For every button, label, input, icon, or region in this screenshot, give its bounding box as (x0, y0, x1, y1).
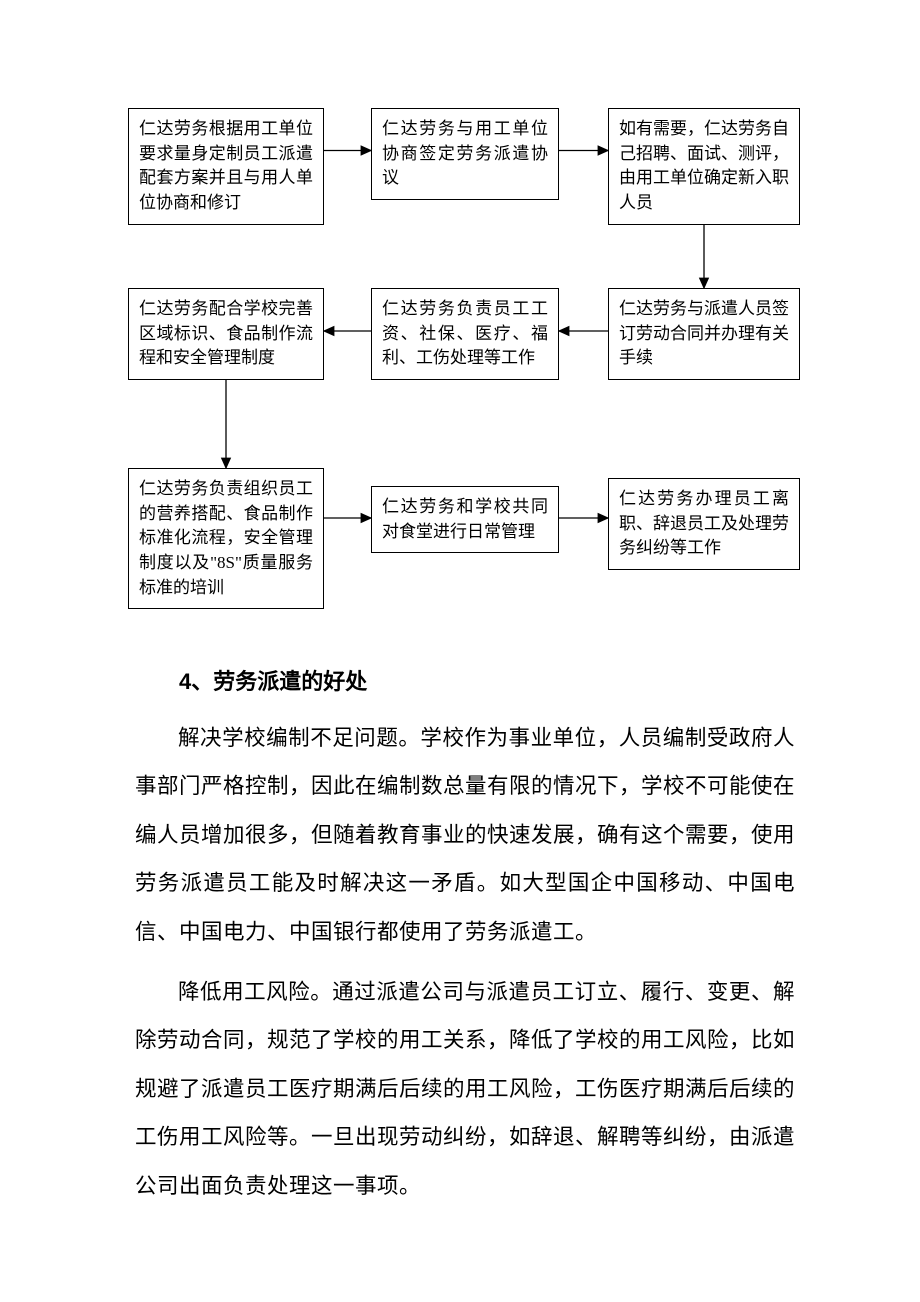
flow-node: 仁达劳务负责组织员工的营养搭配、食品制作标准化流程，安全管理制度以及"8S"质量… (128, 468, 324, 609)
flow-node: 仁达劳务负责员工工资、社保、医疗、福利、工伤处理等工作 (371, 288, 559, 380)
flow-node: 仁达劳务与派遣人员签订劳动合同并办理有关手续 (608, 288, 800, 380)
body-text-block-2: 降低用工风险。通过派遣公司与派遣员工订立、履行、变更、解除劳动合同，规范了学校的… (135, 968, 795, 1210)
flow-node: 仁达劳务办理员工离职、辞退员工及处理劳务纠纷等工作 (608, 478, 800, 570)
flow-node: 仁达劳务与用工单位协商签定劳务派遣协议 (371, 108, 559, 200)
flow-node: 仁达劳务和学校共同对食堂进行日常管理 (371, 486, 559, 553)
flowchart: 仁达劳务根据用工单位要求量身定制员工派遣配套方案并且与用人单位协商和修订仁达劳务… (0, 0, 920, 640)
paragraph-2: 降低用工风险。通过派遣公司与派遣员工订立、履行、变更、解除劳动合同，规范了学校的… (135, 968, 795, 1210)
body-text-block: 4、劳务派遣的好处 解决学校编制不足问题。学校作为事业单位，人员编制受政府人事部… (135, 664, 795, 956)
section-heading: 4、劳务派遣的好处 (135, 664, 795, 696)
paragraph-1: 解决学校编制不足问题。学校作为事业单位，人员编制受政府人事部门严格控制，因此在编… (135, 714, 795, 956)
flow-node: 仁达劳务根据用工单位要求量身定制员工派遣配套方案并且与用人单位协商和修订 (128, 108, 324, 225)
flow-node: 仁达劳务配合学校完善区域标识、食品制作流程和安全管理制度 (128, 288, 324, 380)
flow-node: 如有需要，仁达劳务自己招聘、面试、测评，由用工单位确定新入职人员 (608, 108, 800, 225)
